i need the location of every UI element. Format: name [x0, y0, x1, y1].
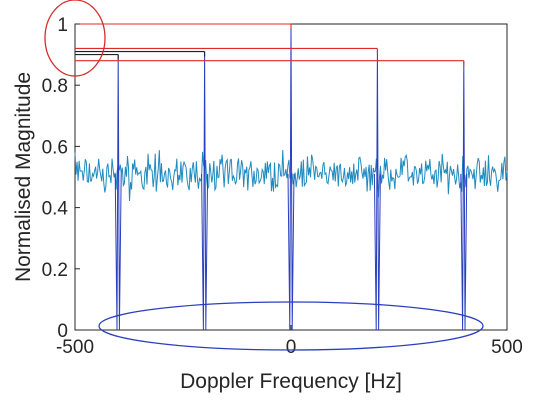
x-tick-label-2: 500 — [491, 337, 523, 358]
annotation-ellipse-peak-levels — [44, 0, 106, 77]
level-markers-group — [75, 23, 465, 66]
y-tick-label-5: 1 — [57, 15, 68, 36]
x-axis-title: Doppler Frequency [Hz] — [180, 370, 402, 393]
x-tick-label-0: -500 — [56, 337, 94, 358]
y-tick-label-3: 0.6 — [42, 137, 68, 158]
noise-series-group — [74, 149, 508, 202]
y-tick-label-2: 0.4 — [42, 199, 69, 220]
annotations-group — [44, 0, 484, 351]
noise-line — [74, 149, 508, 202]
x-tick-label-1: 0 — [286, 337, 297, 358]
y-tick-label-1: 0.2 — [42, 260, 68, 281]
y-tick-label-0: 0 — [57, 321, 68, 342]
annotation-ellipse-baseline — [98, 301, 484, 351]
y-tick-label-4: 0.8 — [42, 76, 68, 97]
y-axis-title: Normalised Magnitude — [12, 72, 35, 282]
